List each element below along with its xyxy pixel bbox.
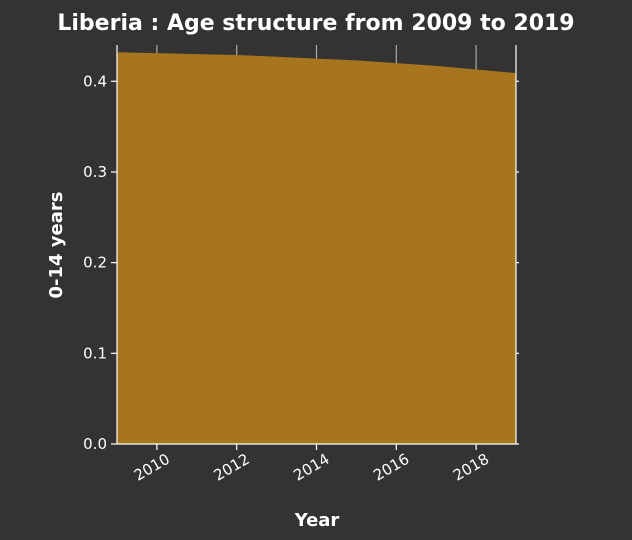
y-tick-label: 0.2 (83, 254, 107, 272)
x-axis-label: Year (294, 510, 340, 531)
y-axis-label: 0-14 years (46, 192, 67, 299)
x-tick-label: 2010 (131, 450, 173, 485)
y-tick-label: 0.3 (83, 163, 107, 181)
x-tick-label: 2014 (290, 450, 332, 485)
y-tick-label: 0.0 (83, 435, 107, 453)
x-tick-label: 2012 (211, 450, 253, 485)
y-tick-label: 0.1 (83, 344, 107, 362)
plot-area (117, 52, 516, 444)
chart-title: Liberia : Age structure from 2009 to 201… (57, 11, 574, 36)
x-tick-label: 2018 (450, 450, 492, 485)
y-tick-label: 0.4 (83, 72, 107, 90)
x-tick-label: 2016 (370, 450, 412, 485)
area-series (117, 52, 516, 444)
